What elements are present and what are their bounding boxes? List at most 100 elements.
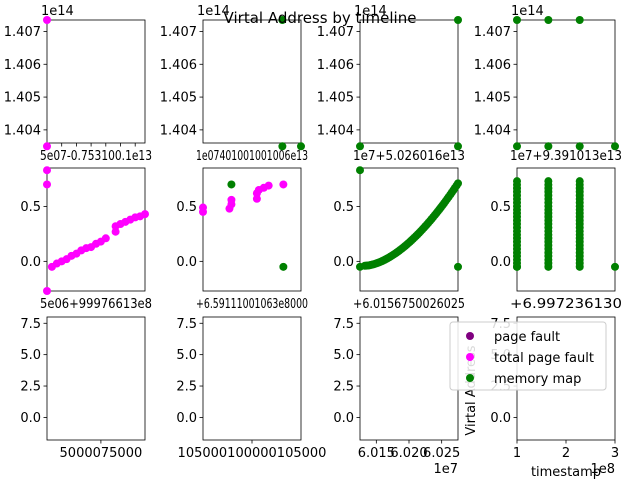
- x-tick-label: 5000075000: [60, 446, 143, 461]
- scatter-point: [43, 180, 51, 189]
- figure-title: Virtal Address by timeline: [224, 9, 417, 27]
- data-points: [513, 177, 619, 271]
- y-tick-label: 1.407: [474, 25, 511, 40]
- y-tick-label: 5.0: [333, 348, 354, 363]
- y-tick-label: 7.5: [333, 317, 354, 332]
- x-offset-label: 1e8: [590, 462, 615, 477]
- legend-label: memory map: [494, 372, 581, 387]
- x-tick-labels-overlapping: 1e7+9.391013e13: [510, 149, 622, 164]
- data-points: [356, 166, 462, 271]
- axes-frame: [46, 316, 146, 441]
- y-offset-label: 1e14: [197, 4, 230, 19]
- scatter-point: [101, 234, 110, 243]
- scatter-point: [513, 262, 521, 271]
- scatter-point: [278, 142, 287, 151]
- x-tick-labels-overlapping: +6.59111001063e8000: [196, 297, 308, 312]
- scatter-point: [611, 262, 619, 271]
- y-tick-label: 0.0: [333, 255, 354, 270]
- data-points: [278, 16, 305, 151]
- y-tick-label: 1.406: [317, 58, 354, 73]
- x-tick-labels-overlapping: 5e06+99976613e8: [40, 297, 152, 312]
- y-tick-label: 0.5: [333, 200, 354, 215]
- y-tick-label: 0.5: [176, 200, 197, 215]
- data-points: [43, 166, 149, 295]
- y-tick-label: 5.0: [176, 348, 197, 363]
- y-tick-label: 1.406: [160, 58, 197, 73]
- subplot-grid: 1.4041.4051.4061.4071e145e07-0.753100.1e…: [4, 4, 622, 480]
- y-tick-label: 1.404: [474, 123, 511, 138]
- y-tick-label: 1.404: [160, 123, 197, 138]
- y-tick-label: 1.406: [4, 58, 41, 73]
- y-tick-label: 2.5: [20, 380, 41, 395]
- data-points: [43, 16, 51, 151]
- x-tick-label: 3: [611, 446, 619, 461]
- axes-frame: [516, 19, 616, 144]
- scatter-point: [278, 16, 287, 24]
- scatter-point: [43, 166, 51, 175]
- y-tick-label: 0.0: [490, 255, 511, 270]
- y-tick-label: 7.5: [20, 317, 41, 332]
- axes-frame: [359, 316, 459, 441]
- legend-label: total page fault: [494, 351, 594, 366]
- scatter-point: [141, 210, 149, 219]
- x-tick-label: 6.020: [390, 446, 427, 461]
- subplot-r1-c3: 0.0 0.5 +6.997236130: [490, 167, 622, 312]
- y-tick-label: 1.405: [4, 91, 41, 106]
- axes-frame: [202, 19, 302, 144]
- x-tick-label: 1: [513, 446, 521, 461]
- x-tick-labels-overlapping: 1e07401001001006e13: [196, 149, 308, 164]
- y-tick-label: 1.405: [474, 91, 511, 106]
- y-tick-label: 0.0: [20, 255, 41, 270]
- scatter-point: [43, 287, 51, 295]
- scatter-point: [356, 142, 364, 151]
- y-tick-label: 0.0: [490, 411, 511, 426]
- scatter-point: [575, 16, 584, 24]
- scatter-point: [544, 16, 553, 24]
- axes-frame: [359, 167, 459, 292]
- y-tick-label: 1.407: [317, 25, 354, 40]
- scatter-point: [513, 16, 521, 24]
- x-tick-labels-overlapping: +6.0156750026025: [353, 297, 465, 312]
- y-tick-label: 0.0: [176, 411, 197, 426]
- axes-frame: [516, 167, 616, 292]
- axes-frame: [359, 19, 459, 144]
- y-tick-label: 2.5: [333, 380, 354, 395]
- y-tick-label: 0.5: [490, 200, 511, 215]
- x-tick-label: 6.025: [423, 446, 460, 461]
- y-tick-label: 1.406: [474, 58, 511, 73]
- scatter-point: [575, 142, 584, 151]
- axes-frame: [202, 316, 302, 441]
- legend: page fault total page fault memory map: [449, 321, 607, 391]
- scatter-point: [356, 166, 364, 175]
- scatter-point: [43, 16, 51, 24]
- y-tick-label: 0.0: [20, 411, 41, 426]
- scatter-point: [513, 142, 521, 151]
- y-offset-label: 1e14: [354, 4, 387, 19]
- data-points: [356, 16, 462, 151]
- scatter-point: [279, 180, 288, 189]
- scatter-point: [264, 181, 273, 190]
- y-offset-label: 1e14: [41, 4, 74, 19]
- y-tick-label: 1.405: [160, 91, 197, 106]
- y-tick-label: 0.0: [176, 255, 197, 270]
- y-tick-label: 0.0: [333, 411, 354, 426]
- subplot-r1-c2: 0.0 0.5 +6.0156750026025: [333, 166, 465, 312]
- x-tick-label: 105000100000105000: [178, 446, 327, 461]
- scatter-point: [227, 180, 236, 189]
- subplot-r2-c0: 0.0 2.5 5.0 7.5 5000075000: [20, 316, 146, 461]
- legend-marker: [466, 332, 474, 340]
- y-tick-label: 1.405: [317, 91, 354, 106]
- y-tick-label: 1.407: [160, 25, 197, 40]
- x-tick-labels-overlapping: +6.997236130: [510, 297, 622, 312]
- y-tick-label: 0.5: [20, 200, 41, 215]
- x-tick-labels-overlapping: 1e7+5.026016e13: [353, 149, 465, 164]
- y-tick-label: 2.5: [176, 380, 197, 395]
- scatter-point: [454, 262, 462, 271]
- legend-marker: [466, 353, 474, 361]
- scatter-point: [297, 142, 305, 151]
- scatter-point: [43, 142, 51, 151]
